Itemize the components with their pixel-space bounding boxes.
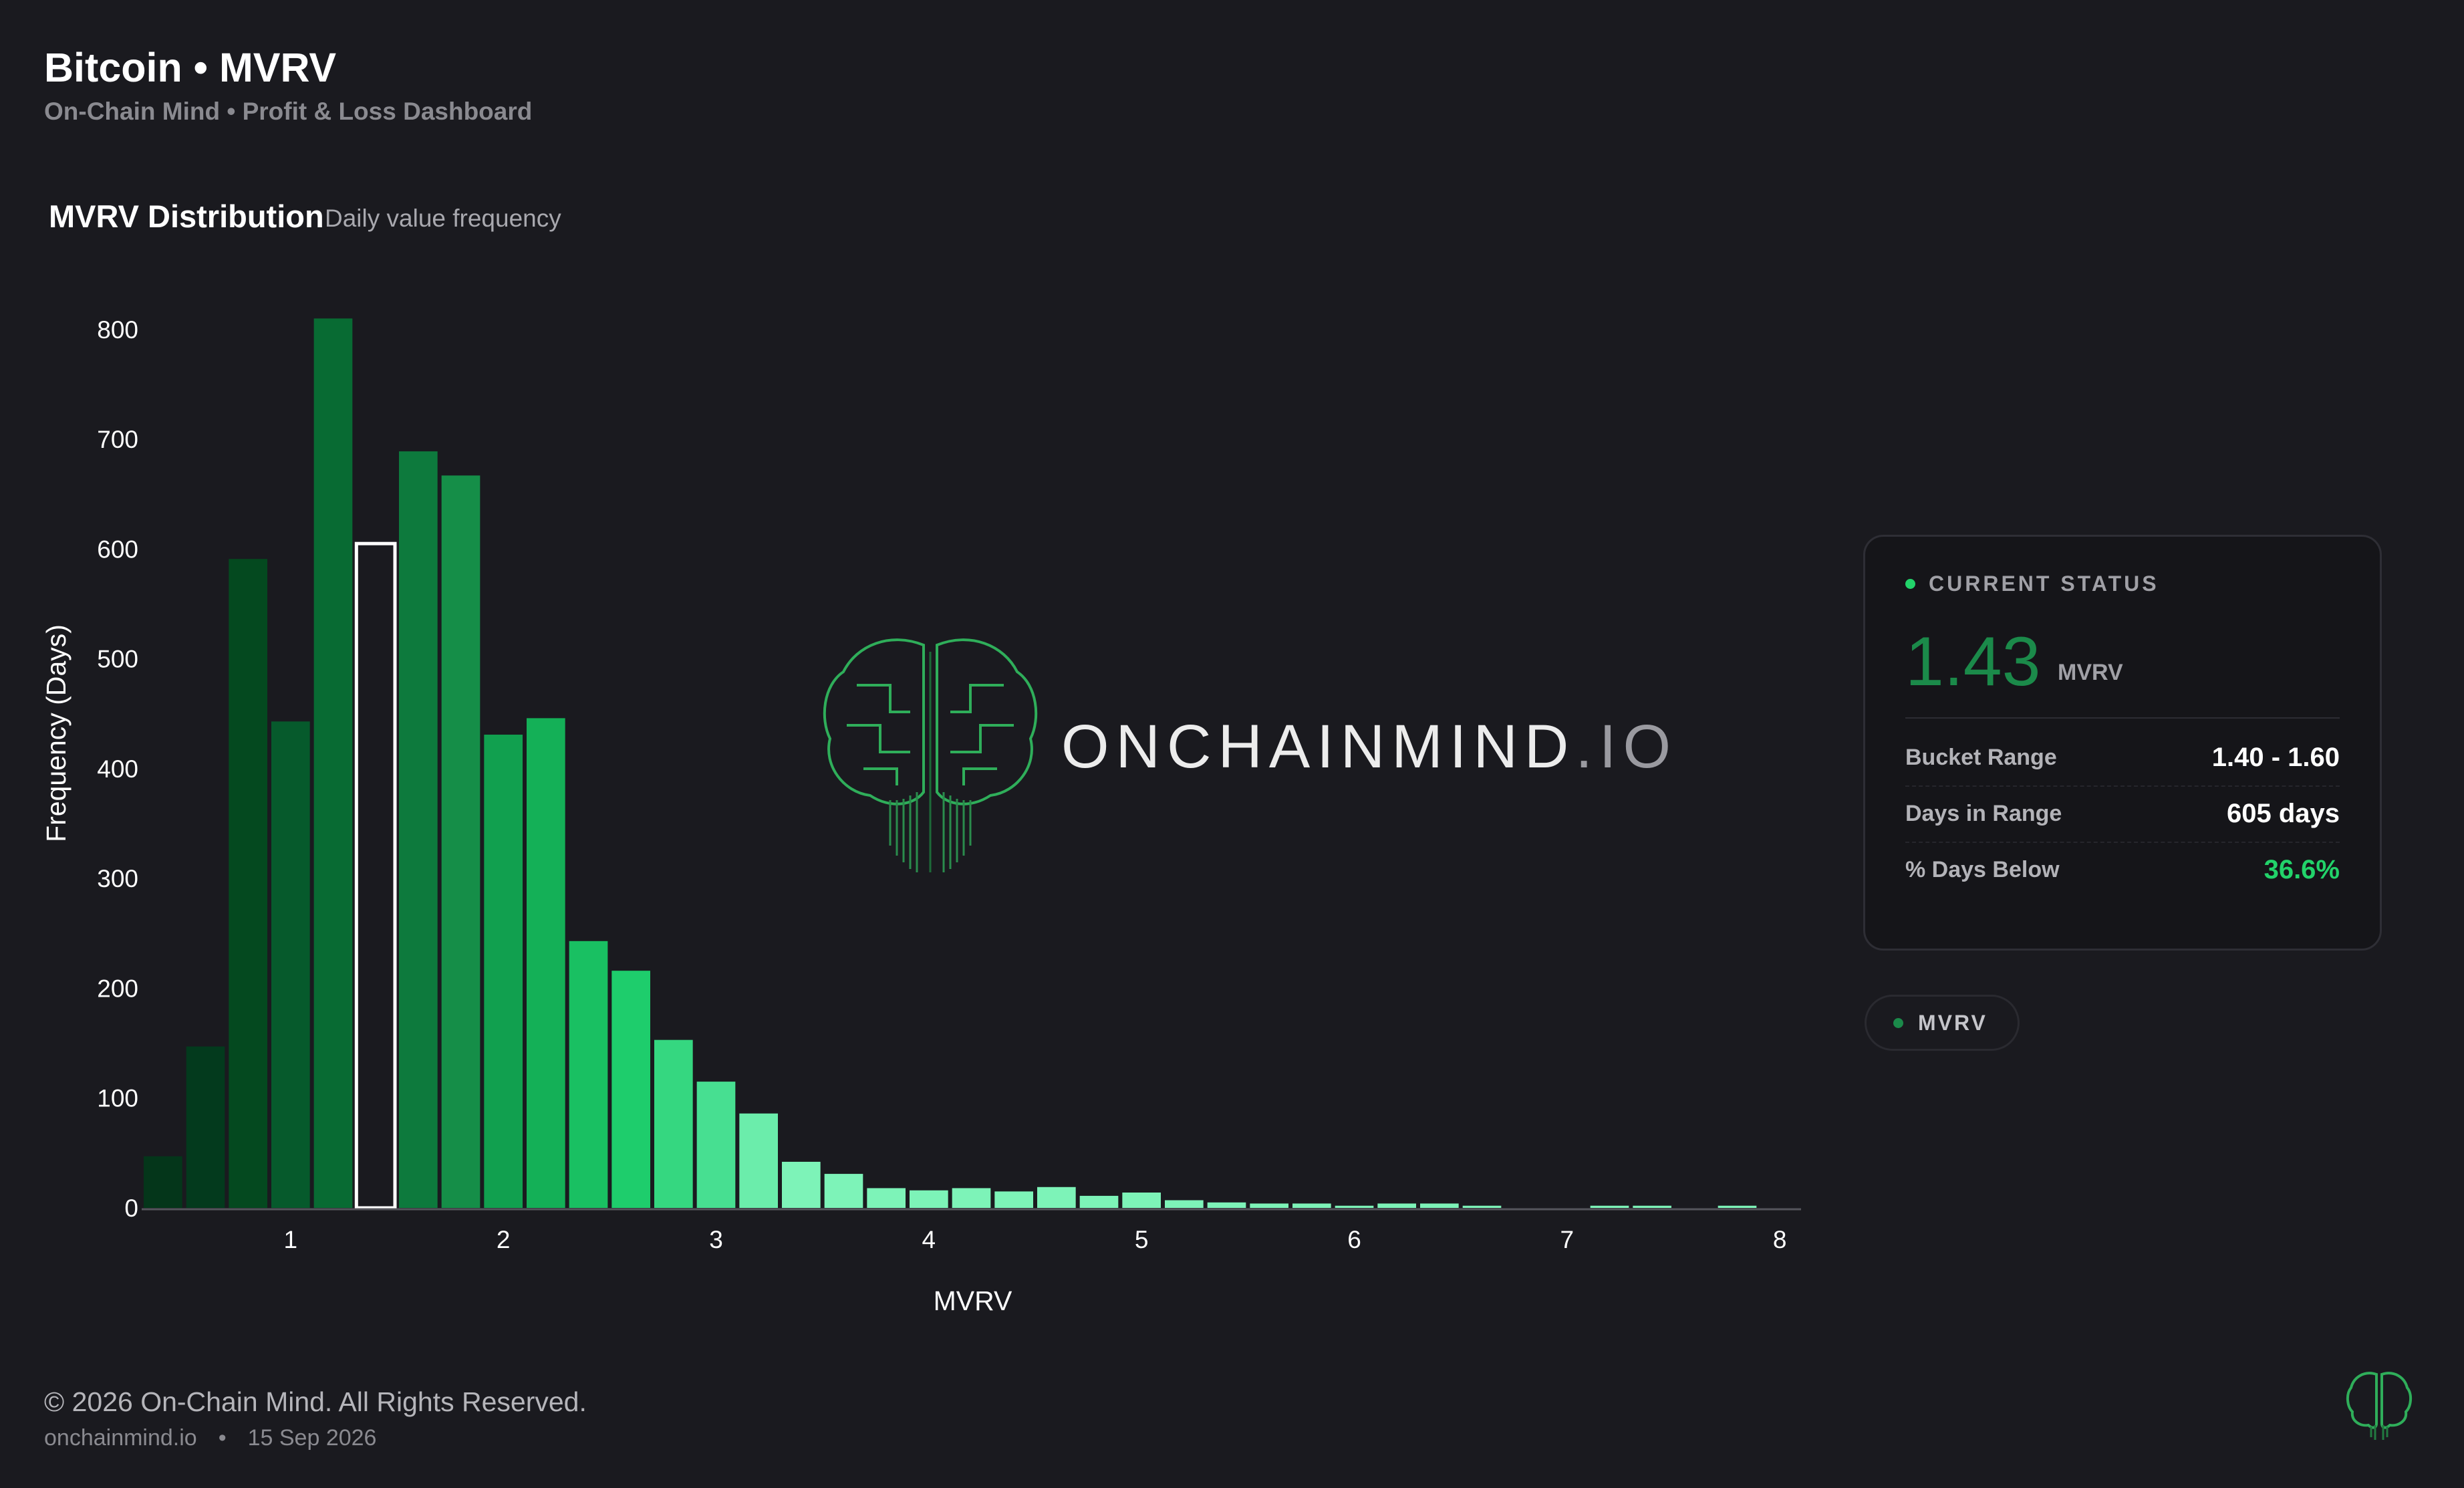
y-tick-label: 800 xyxy=(97,316,138,344)
y-tick-label: 100 xyxy=(97,1085,138,1112)
footer-copyright: © 2026 On-Chain Mind. All Rights Reserve… xyxy=(44,1386,587,1417)
page-title: Bitcoin • MVRV xyxy=(44,45,337,90)
y-tick-label: 400 xyxy=(97,755,138,783)
stat-value: 1.40 - 1.60 xyxy=(2211,742,2340,772)
histogram-bar xyxy=(229,559,267,1208)
current-status-card: CURRENT STATUS 1.43 MVRV Bucket Range 1.… xyxy=(1863,535,2382,951)
x-tick-label: 2 xyxy=(497,1226,511,1253)
page-subtitle: On-Chain Mind • Profit & Loss Dashboard xyxy=(44,98,533,125)
histogram-bar xyxy=(1165,1200,1204,1208)
x-tick-label: 6 xyxy=(1347,1226,1361,1253)
footer-separator: • xyxy=(218,1425,227,1451)
stat-row-days-below: % Days Below 36.6% xyxy=(1905,842,2340,898)
histogram-bar-highlighted xyxy=(354,541,397,1210)
stat-value: 36.6% xyxy=(2264,854,2340,884)
histogram-bar xyxy=(1122,1193,1161,1208)
histogram-bar xyxy=(952,1188,991,1208)
watermark: ONCHAINMIND.IO xyxy=(817,625,1685,879)
watermark-wordmark: ONCHAINMIND.IO xyxy=(1061,712,1677,782)
status-value: 1.43 xyxy=(1905,623,2041,701)
histogram-bar xyxy=(399,451,438,1209)
stat-label: % Days Below xyxy=(1905,856,2060,882)
y-tick-label: 700 xyxy=(97,426,138,453)
histogram-bar xyxy=(271,721,310,1208)
footer-brain-logo-icon xyxy=(2346,1372,2412,1440)
x-tick-label: 8 xyxy=(1773,1226,1787,1253)
status-divider xyxy=(1905,717,2340,719)
watermark-text-main: ONCHAINMIND xyxy=(1061,713,1576,781)
stat-value: 605 days xyxy=(2226,798,2340,828)
x-axis-title: MVRV xyxy=(934,1285,1012,1316)
histogram-bar xyxy=(1335,1205,1374,1208)
watermark-text-suffix: .IO xyxy=(1575,713,1678,781)
x-tick-label: 7 xyxy=(1560,1226,1575,1253)
y-tick-label: 0 xyxy=(124,1195,138,1222)
stat-row-bucket-range: Bucket Range 1.40 - 1.60 xyxy=(1905,729,2340,787)
histogram-bar xyxy=(1377,1203,1416,1208)
histogram-bar xyxy=(1292,1203,1331,1208)
histogram-bar xyxy=(1037,1187,1076,1208)
status-dot-icon xyxy=(1905,579,1915,589)
histogram-bar xyxy=(824,1174,863,1208)
stat-label: Bucket Range xyxy=(1905,744,2057,770)
histogram-bar xyxy=(1079,1195,1119,1208)
y-axis-title: Frequency (Days) xyxy=(41,624,72,842)
stat-label: Days in Range xyxy=(1905,800,2062,826)
histogram-bar xyxy=(144,1156,182,1208)
histogram-bar xyxy=(313,318,353,1209)
histogram-bar xyxy=(611,971,650,1208)
stat-row-days-in-range: Days in Range 605 days xyxy=(1905,785,2340,843)
histogram-bar xyxy=(1633,1205,1671,1208)
histogram-bar xyxy=(654,1039,693,1208)
status-unit: MVRV xyxy=(2058,660,2123,685)
chart-title: MVRV Distribution xyxy=(49,199,324,234)
status-header: CURRENT STATUS xyxy=(1905,572,2159,596)
histogram-bar xyxy=(1462,1205,1502,1208)
legend-label: MVRV xyxy=(1918,1010,1988,1035)
x-tick-label: 1 xyxy=(284,1226,298,1253)
y-tick-label: 500 xyxy=(97,646,138,673)
histogram-bar xyxy=(782,1162,821,1208)
footer-site-link[interactable]: onchainmind.io xyxy=(44,1425,197,1451)
x-tick-label: 4 xyxy=(922,1226,936,1253)
footer-meta: onchainmind.io • 15 Sep 2026 xyxy=(44,1425,376,1451)
legend-dot-icon xyxy=(1893,1017,1903,1028)
histogram-bar xyxy=(186,1046,225,1208)
y-tick-label: 600 xyxy=(97,535,138,563)
histogram-bar xyxy=(910,1190,948,1208)
histogram-bar xyxy=(696,1082,736,1208)
histogram-bar xyxy=(527,718,565,1208)
status-label: CURRENT STATUS xyxy=(1929,572,2159,596)
histogram-bar xyxy=(441,475,481,1208)
histogram-bar xyxy=(1718,1205,1757,1208)
chart-subtitle: Daily value frequency xyxy=(325,205,561,232)
histogram-bar xyxy=(484,735,523,1208)
y-tick-label: 200 xyxy=(97,975,138,1002)
brain-logo-icon xyxy=(823,638,1038,872)
histogram-bar xyxy=(569,941,608,1208)
histogram-bar xyxy=(739,1113,778,1208)
histogram-bar xyxy=(1250,1203,1288,1208)
histogram-bar xyxy=(1207,1202,1246,1208)
x-tick-label: 5 xyxy=(1135,1226,1149,1253)
footer-date: 15 Sep 2026 xyxy=(247,1425,377,1451)
y-tick-label: 300 xyxy=(97,865,138,892)
x-tick-label: 3 xyxy=(709,1226,723,1253)
histogram-bar xyxy=(867,1188,906,1208)
histogram-chart: 0 100 200 300 400 500 600 700 800 1 2 3 4 5 6 7 8 MVRV Fre… xyxy=(41,316,1801,1316)
histogram-bar xyxy=(1420,1203,1459,1208)
histogram-bar xyxy=(994,1191,1033,1208)
legend-item-mvrv[interactable]: MVRV xyxy=(1865,995,2020,1051)
histogram-bar xyxy=(1590,1205,1629,1208)
